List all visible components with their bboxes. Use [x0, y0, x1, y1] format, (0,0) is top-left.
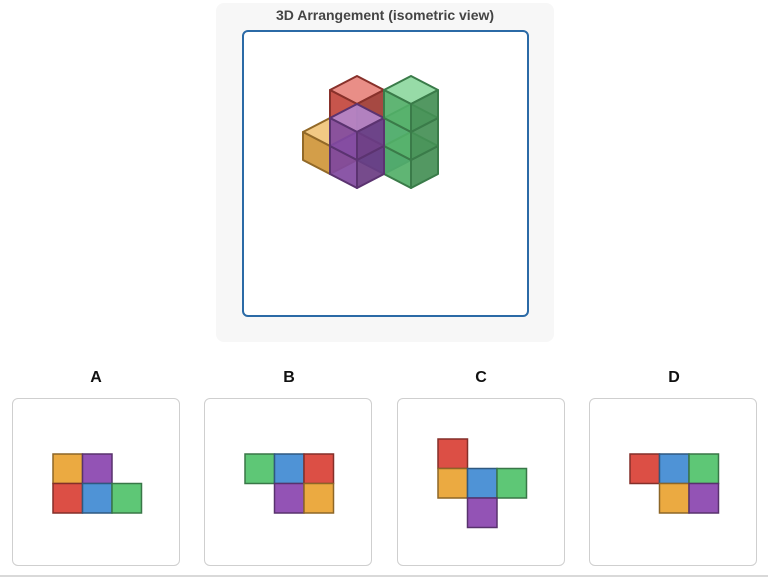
option-b-label: B	[283, 369, 295, 386]
net-square-orange	[658, 482, 690, 514]
bottom-divider	[0, 575, 768, 577]
net-square-green	[496, 467, 528, 499]
option-b-grid	[244, 453, 335, 514]
net-square-purple	[688, 482, 720, 514]
net-square-blue	[273, 453, 305, 485]
net-square-green	[688, 453, 720, 485]
option-d-card[interactable]	[589, 398, 757, 566]
option-a-label: A	[90, 369, 102, 386]
option-c-grid	[437, 438, 528, 529]
option-b-card[interactable]	[204, 398, 372, 566]
net-square-orange	[303, 482, 335, 514]
net-square-red	[303, 453, 335, 485]
option-d-grid	[629, 453, 720, 514]
option-a-card[interactable]	[12, 398, 180, 566]
net-square-orange	[437, 467, 469, 499]
arrangement-title: 3D Arrangement (isometric view)	[275, 7, 495, 23]
option-d-label: D	[668, 369, 680, 386]
arrangement-panel: 3D Arrangement (isometric view)	[216, 3, 554, 342]
net-square-purple	[273, 482, 305, 514]
net-square-orange	[52, 453, 84, 485]
cube-green	[383, 75, 439, 133]
net-square-purple	[466, 497, 498, 529]
net-square-blue	[658, 453, 690, 485]
net-square-red	[52, 482, 84, 514]
net-square-blue	[466, 467, 498, 499]
option-c-card[interactable]	[397, 398, 565, 566]
option-c-label: C	[475, 369, 487, 386]
net-square-green	[111, 482, 143, 514]
isometric-cube-view	[302, 75, 439, 189]
cube-face-right	[410, 89, 439, 133]
option-a-grid	[52, 453, 143, 514]
cube-purple	[329, 103, 385, 161]
net-square-red	[629, 453, 661, 485]
isometric-view-frame	[242, 30, 529, 317]
cube-face-right	[356, 117, 385, 161]
net-square-green	[244, 453, 276, 485]
net-square-red	[437, 438, 469, 470]
net-square-purple	[81, 453, 113, 485]
net-square-blue	[81, 482, 113, 514]
